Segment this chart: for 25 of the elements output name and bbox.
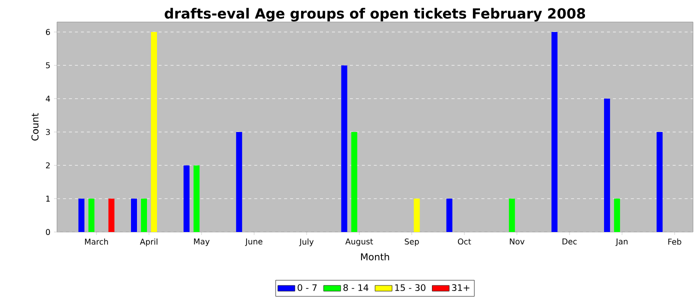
- bar: [150, 32, 157, 232]
- bar: [184, 165, 190, 232]
- bar: [236, 132, 242, 232]
- bar: [446, 198, 452, 232]
- bar: [604, 98, 610, 232]
- chart-title: drafts-eval Age groups of open tickets February 2008: [164, 8, 586, 22]
- legend-label: 15 - 30: [395, 284, 426, 291]
- bar: [508, 198, 515, 232]
- y-axis-title: Count: [31, 113, 39, 141]
- bar: [351, 132, 358, 232]
- bar: [656, 132, 663, 232]
- bar: [194, 165, 200, 232]
- bar: [108, 198, 114, 232]
- legend-label: 0 - 7: [298, 284, 317, 291]
- bar: [614, 198, 620, 232]
- x-axis-title: Month: [361, 253, 390, 260]
- bar: [140, 198, 147, 232]
- bar: [130, 198, 137, 232]
- legend-label: 31+: [452, 284, 470, 291]
- bar: [341, 65, 348, 232]
- bar: [78, 198, 84, 232]
- legend-label: 8 - 14: [343, 284, 368, 291]
- bar: [414, 198, 420, 232]
- bar: [88, 198, 94, 232]
- bar: [551, 32, 558, 232]
